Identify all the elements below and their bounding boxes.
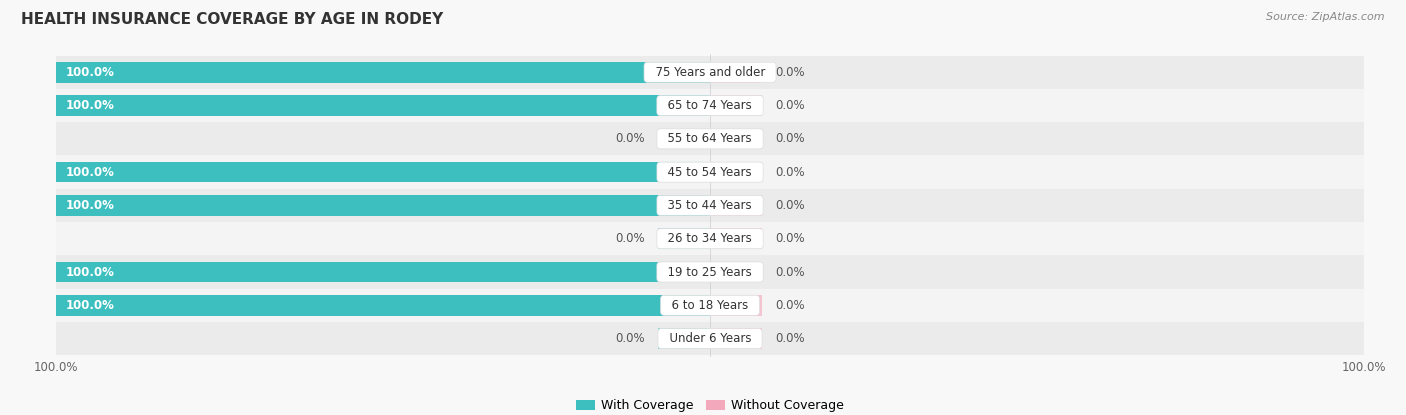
Bar	[710, 228, 762, 249]
Bar	[56, 162, 710, 183]
Bar	[658, 328, 710, 349]
Text: 35 to 44 Years: 35 to 44 Years	[661, 199, 759, 212]
Text: 0.0%: 0.0%	[776, 232, 806, 245]
Text: Under 6 Years: Under 6 Years	[662, 332, 758, 345]
Text: 100.0%: 100.0%	[66, 66, 115, 79]
Text: Source: ZipAtlas.com: Source: ZipAtlas.com	[1267, 12, 1385, 22]
Text: 65 to 74 Years: 65 to 74 Years	[661, 99, 759, 112]
Bar	[710, 295, 762, 316]
Bar	[56, 89, 1364, 122]
Text: 0.0%: 0.0%	[776, 266, 806, 278]
Legend: With Coverage, Without Coverage: With Coverage, Without Coverage	[571, 394, 849, 415]
Bar	[710, 162, 762, 183]
Bar	[56, 122, 1364, 156]
Text: 26 to 34 Years: 26 to 34 Years	[661, 232, 759, 245]
Text: 0.0%: 0.0%	[776, 332, 806, 345]
Text: 0.0%: 0.0%	[776, 199, 806, 212]
Bar	[710, 62, 762, 83]
Text: 45 to 54 Years: 45 to 54 Years	[661, 166, 759, 178]
Bar	[56, 95, 710, 116]
Bar	[56, 195, 710, 216]
Bar	[658, 228, 710, 249]
Text: 6 to 18 Years: 6 to 18 Years	[664, 299, 756, 312]
Bar	[710, 195, 762, 216]
Text: 100.0%: 100.0%	[66, 99, 115, 112]
Text: 100.0%: 100.0%	[66, 166, 115, 178]
Text: 0.0%: 0.0%	[614, 132, 644, 145]
Text: 75 Years and older: 75 Years and older	[648, 66, 772, 79]
Bar	[56, 262, 710, 282]
Text: 0.0%: 0.0%	[776, 99, 806, 112]
Bar	[710, 129, 762, 149]
Text: 100.0%: 100.0%	[66, 199, 115, 212]
Bar	[658, 129, 710, 149]
Text: 19 to 25 Years: 19 to 25 Years	[661, 266, 759, 278]
Bar	[710, 95, 762, 116]
Bar	[56, 295, 710, 316]
Bar	[56, 156, 1364, 189]
Text: 0.0%: 0.0%	[776, 132, 806, 145]
Bar	[56, 322, 1364, 355]
Bar	[56, 255, 1364, 289]
Bar	[710, 262, 762, 282]
Bar	[56, 56, 1364, 89]
Bar	[56, 189, 1364, 222]
Bar	[710, 328, 762, 349]
Text: 100.0%: 100.0%	[66, 299, 115, 312]
Text: HEALTH INSURANCE COVERAGE BY AGE IN RODEY: HEALTH INSURANCE COVERAGE BY AGE IN RODE…	[21, 12, 443, 27]
Text: 55 to 64 Years: 55 to 64 Years	[661, 132, 759, 145]
Text: 0.0%: 0.0%	[776, 299, 806, 312]
Text: 0.0%: 0.0%	[614, 232, 644, 245]
Text: 0.0%: 0.0%	[614, 332, 644, 345]
Bar	[56, 62, 710, 83]
Text: 100.0%: 100.0%	[66, 266, 115, 278]
Text: 0.0%: 0.0%	[776, 166, 806, 178]
Bar	[56, 222, 1364, 255]
Bar	[56, 289, 1364, 322]
Text: 0.0%: 0.0%	[776, 66, 806, 79]
